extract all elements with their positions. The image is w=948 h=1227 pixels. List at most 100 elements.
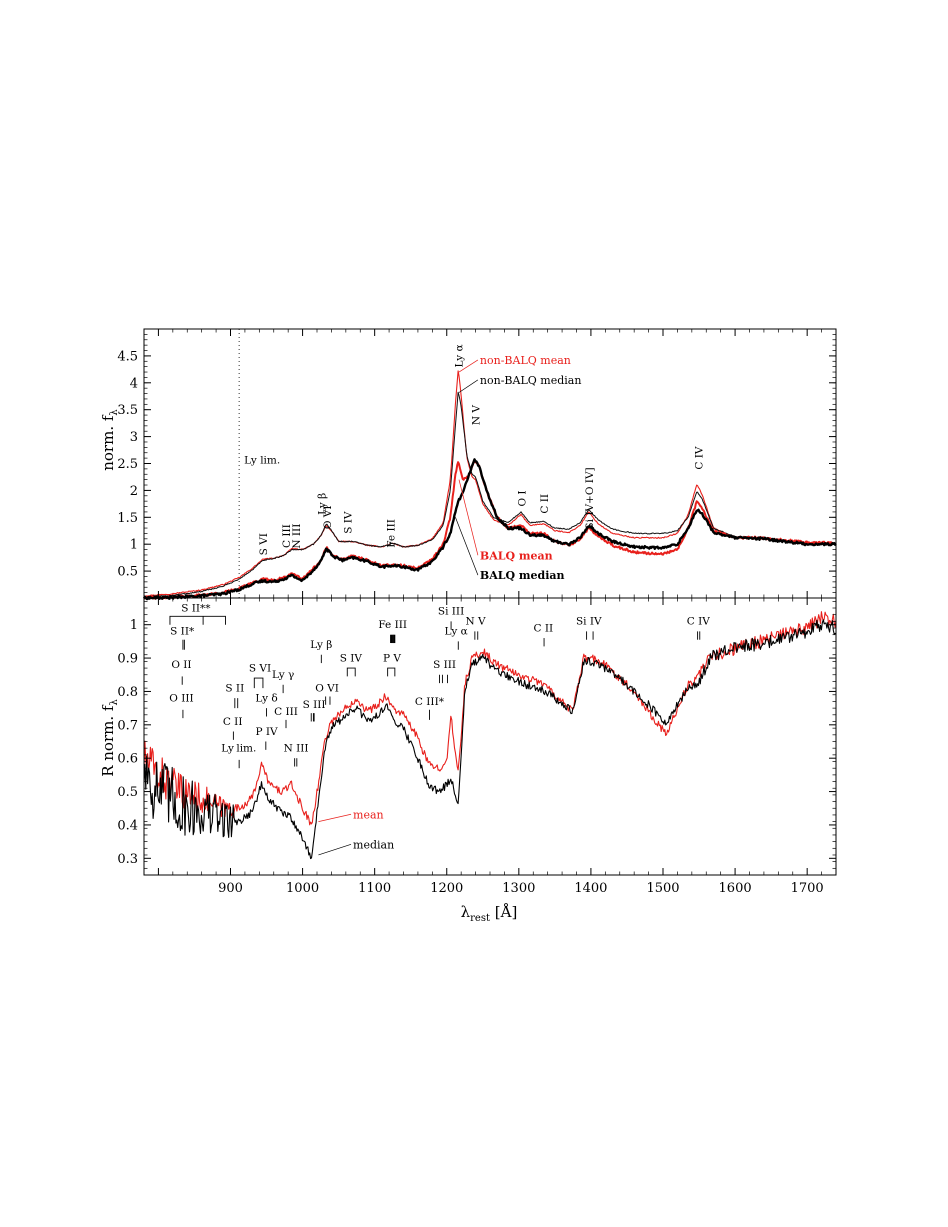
line-label: S II** [181, 602, 211, 614]
y-tick-label: 0.7 [117, 718, 138, 733]
top-legend: non-BALQ mean non-BALQ median BALQ mean BAL… [455, 354, 581, 582]
line-label: Si IV [576, 616, 602, 628]
line-label: N III [291, 524, 303, 549]
bottom-legend: mean median [318, 808, 394, 856]
y-tick-label: 1.5 [117, 511, 138, 526]
series-non-balq-median [143, 391, 837, 598]
series-balq-median [142, 458, 837, 601]
line-label: S VI [249, 662, 271, 674]
x-tick-label: 1600 [719, 881, 752, 896]
series-non-balq-mean [143, 370, 836, 597]
line-label: Ly γ [272, 669, 294, 681]
legend-label: mean [353, 808, 384, 821]
x-tick-label: 1700 [791, 881, 824, 896]
line-label: C II [223, 716, 243, 728]
line-label: O II [171, 659, 191, 671]
line-label: Ly δ [255, 692, 277, 704]
line-label: C II [539, 494, 551, 514]
line-label: S II* [170, 626, 195, 638]
line-label: Ly [221, 743, 234, 755]
legend-pointer [458, 479, 479, 556]
line-label: C IV [687, 616, 711, 628]
legend-label: BALQ mean [480, 549, 553, 562]
series-median [143, 619, 837, 860]
line-label: O I [517, 490, 529, 506]
line-label: C III [281, 524, 293, 548]
legend-pointer [318, 843, 352, 856]
y-tick-label: 2.5 [117, 457, 138, 472]
y-tick-label: 1 [130, 538, 138, 553]
legend-label: non-BALQ mean [480, 354, 571, 367]
x-tick-label: 1500 [646, 881, 679, 896]
x-tick-label: 1400 [574, 881, 607, 896]
y-tick-label: 0.5 [117, 565, 138, 580]
y-tick-label: 3 [130, 430, 138, 445]
y-tick-label: 0.8 [117, 685, 138, 700]
line-label: O VI [315, 682, 339, 694]
line-label: Si III [438, 606, 464, 618]
y-tick-label: 0.3 [117, 852, 138, 867]
line-label: C III [274, 706, 298, 718]
line-marker-bracket [346, 667, 356, 677]
line-marker-bracket [387, 667, 396, 677]
line-label: S II [225, 682, 244, 694]
line-label: P IV [255, 726, 278, 738]
line-label: C III* [415, 696, 445, 708]
line-label: O III [169, 692, 193, 704]
x-tick-label: 1100 [358, 881, 391, 896]
line-marker-bracket [253, 677, 264, 689]
legend-label: BALQ median [480, 569, 565, 582]
line-label: S IV [340, 652, 363, 664]
line-label: Fe III [386, 519, 398, 548]
legend-pointer [318, 813, 352, 822]
bottom-axes: 0.3 0.4 0.5 0.6 0.7 0.8 0.9 1 900 1000 1100 1200 130… [117, 597, 837, 896]
plot-frame [143, 597, 837, 876]
line-label: S III [433, 659, 456, 671]
line-label: S IV [342, 511, 354, 534]
y-tick-label: 1 [130, 618, 138, 633]
legend-pointer [455, 517, 479, 576]
y-tick-label: 0.4 [117, 818, 138, 833]
ly-limit-label: Ly lim. [244, 455, 280, 467]
top-series-layer [142, 329, 837, 601]
line-label: Ly α [445, 626, 468, 638]
legend-label: non-BALQ median [480, 374, 582, 387]
y-tick-label: 2 [130, 484, 138, 499]
line-marker-bracket [169, 615, 226, 625]
bottom-y-axis-label: R norm. fλ [99, 699, 120, 777]
legend-label: median [353, 838, 394, 851]
top-y-axis-label: norm. fλ [99, 409, 120, 471]
line-label: P V [383, 652, 401, 664]
line-label: C IV [693, 446, 705, 470]
y-tick-label: 3.5 [117, 403, 138, 418]
y-tick-label: 4 [130, 376, 138, 391]
line-label: O VI [322, 505, 334, 529]
x-tick-label: 1200 [430, 881, 463, 896]
line-label: Fe III [378, 619, 407, 631]
x-tick-label: 1000 [286, 881, 319, 896]
x-tick-label: 1300 [502, 881, 535, 896]
series-mean [143, 611, 837, 826]
line-label: lim. [236, 743, 256, 755]
line-label: C II [534, 622, 554, 634]
x-axis-label: λrest [Å] [461, 903, 518, 924]
line-label: S VI [258, 533, 270, 555]
bottom-series-layer [143, 611, 837, 860]
legend-pointer [458, 359, 479, 373]
y-tick-label: 0.9 [117, 652, 138, 667]
line-label: N V [466, 616, 487, 628]
y-tick-label: 4.5 [117, 349, 138, 364]
line-label: N III [284, 743, 309, 755]
line-label: Ly β [310, 639, 332, 651]
y-tick-label: 0.6 [117, 752, 138, 767]
line-label: Si IV+O IV] [584, 467, 596, 529]
x-tick-label: 900 [218, 881, 243, 896]
line-label: S III [303, 699, 326, 711]
legend-pointer [458, 379, 479, 393]
bottom-line-markers [169, 615, 701, 769]
